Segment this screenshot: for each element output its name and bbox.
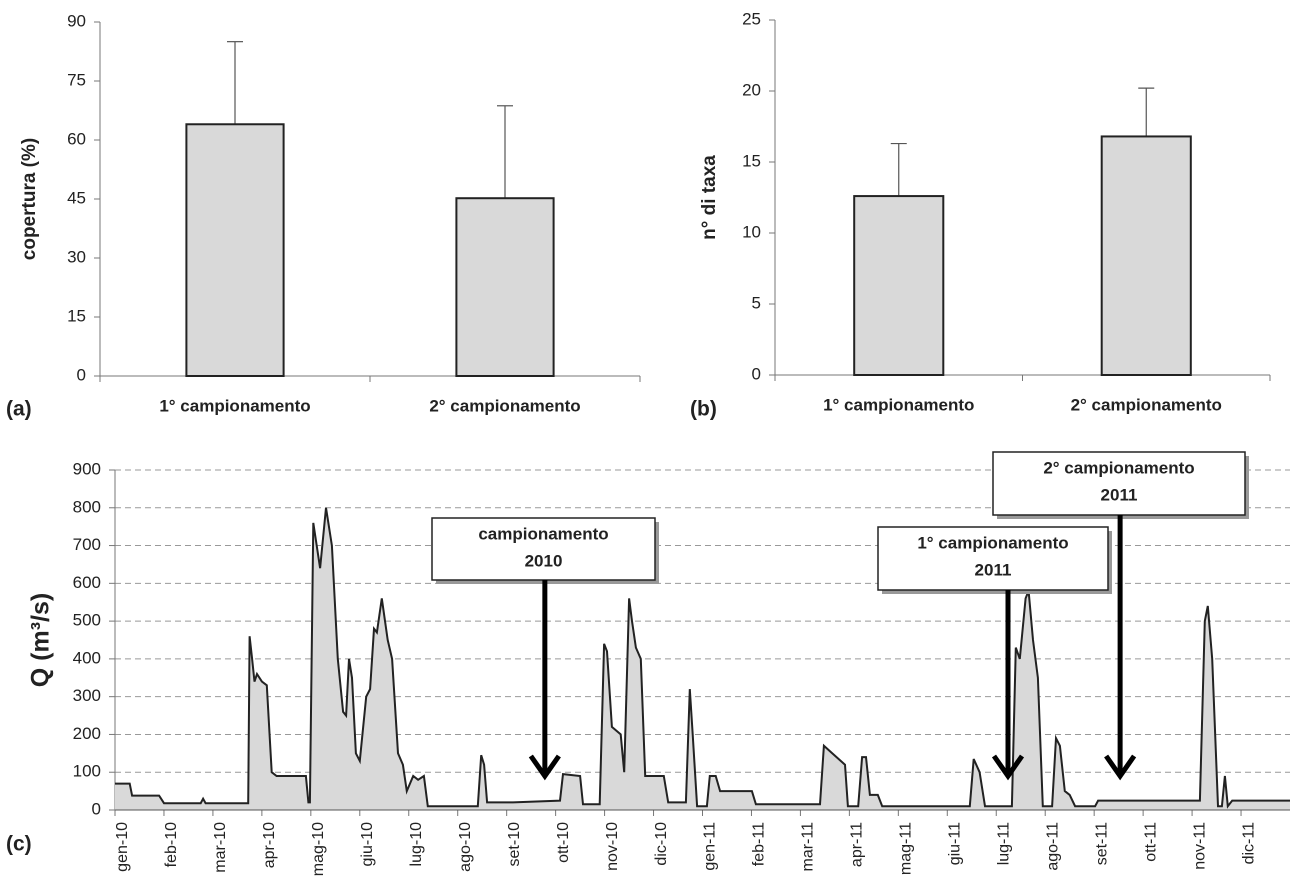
x-tick-label: set-10	[506, 822, 523, 867]
x-tick-label: feb-11	[751, 822, 768, 866]
x-tick-label: 1° campionamento	[159, 396, 310, 415]
callout-text: 2° campionamento	[1043, 458, 1194, 477]
arrow-head	[991, 754, 1025, 781]
y-tick-label: 25	[742, 9, 761, 28]
x-tick-label: feb-10	[163, 822, 180, 867]
y-tick-label: 900	[73, 459, 101, 478]
y-tick-label: 30	[67, 247, 86, 266]
callout-text: 2011	[975, 560, 1012, 579]
bar	[185, 123, 285, 378]
y-tick-label: 600	[73, 573, 101, 592]
x-tick-label: ott-11	[1142, 822, 1159, 862]
bar	[1100, 135, 1192, 376]
y-axis-label: copertura (%)	[19, 138, 40, 260]
x-tick-label: ago-10	[457, 822, 474, 872]
y-tick-label: 800	[73, 497, 101, 516]
arrow-head	[528, 754, 561, 781]
x-tick-label: nov-10	[604, 822, 621, 871]
x-tick-label: 1° campionamento	[823, 395, 974, 414]
y-tick-label: 100	[73, 762, 101, 781]
x-tick-label: mag-11	[898, 822, 915, 875]
y-tick-label: 15	[67, 306, 86, 325]
y-tick-label: 500	[73, 611, 101, 630]
panel-label: (c)	[6, 833, 32, 856]
x-tick-label: lug-10	[408, 822, 425, 867]
y-axis-label: n° di taxa	[699, 155, 720, 240]
line	[115, 507, 1290, 809]
panel-label: (b)	[690, 398, 717, 421]
x-tick-label: giu-10	[359, 822, 376, 867]
x-tick-label: gen-11	[702, 822, 719, 871]
y-tick-label: 10	[742, 222, 761, 241]
y-tick-label: 200	[73, 724, 101, 743]
y-tick-label: 20	[742, 80, 761, 99]
x-tick-label: 2° campionamento	[1071, 395, 1222, 414]
arrow-head	[1104, 754, 1137, 781]
callout-box	[431, 517, 656, 581]
y-tick-label: 0	[77, 365, 86, 384]
y-tick-label: 0	[752, 364, 761, 383]
y-tick-label: 300	[73, 686, 101, 705]
x-tick-label: apr-11	[849, 822, 866, 867]
x-tick-label: ott-10	[555, 822, 572, 863]
callout-box	[877, 526, 1109, 591]
y-tick-label: 700	[73, 535, 101, 554]
callout-text: 2011	[1101, 485, 1138, 504]
y-tick-label: 45	[67, 188, 86, 207]
y-tick-label: 5	[752, 293, 761, 312]
callout-text: 2010	[525, 551, 563, 570]
y-tick-label: 60	[67, 129, 86, 148]
x-tick-label: dic-10	[653, 822, 670, 866]
x-tick-label: gen-10	[114, 822, 131, 872]
x-tick-label: lug-11	[995, 822, 1012, 865]
panel-label: (a)	[6, 398, 32, 421]
callout-text: campionamento	[478, 524, 608, 543]
callout-box	[992, 451, 1246, 516]
x-tick-label: nov-11	[1191, 822, 1208, 870]
y-tick-label: 15	[742, 151, 761, 170]
x-tick-label: ago-11	[1044, 822, 1061, 871]
x-tick-label: dic-11	[1240, 822, 1257, 864]
y-tick-label: 400	[73, 648, 101, 667]
y-tick-label: 75	[67, 70, 86, 89]
x-tick-label: mar-10	[212, 822, 229, 873]
x-tick-label: mar-11	[800, 822, 817, 872]
y-axis-label: Q (m³/s)	[27, 593, 55, 687]
bar	[853, 195, 945, 376]
y-tick-label: 0	[92, 799, 101, 818]
x-tick-label: giu-11	[947, 822, 964, 865]
x-tick-label: apr-10	[261, 822, 278, 868]
callout-text: 1° campionamento	[917, 533, 1068, 552]
x-tick-label: mag-10	[310, 822, 327, 876]
bar	[455, 197, 555, 377]
y-tick-label: 90	[67, 11, 86, 30]
x-tick-label: set-11	[1093, 822, 1110, 865]
x-tick-label: 2° campionamento	[429, 396, 580, 415]
